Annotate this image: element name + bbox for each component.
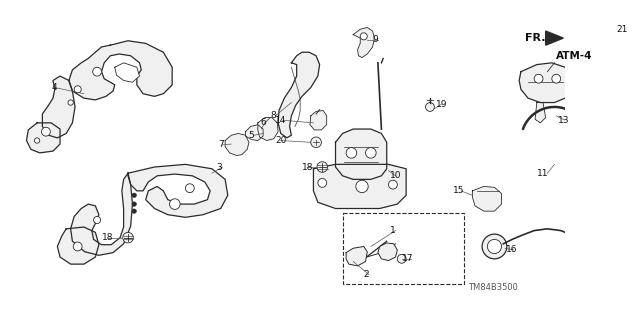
Circle shape [360,33,367,40]
Text: 18: 18 [301,162,313,172]
Polygon shape [225,133,249,156]
Circle shape [356,180,368,193]
Text: 13: 13 [557,116,569,125]
Polygon shape [278,52,319,138]
Text: 8: 8 [271,111,276,120]
Polygon shape [346,247,367,266]
Circle shape [186,184,195,193]
Polygon shape [69,41,172,100]
Circle shape [609,30,618,39]
Polygon shape [128,164,228,217]
Polygon shape [378,243,397,261]
Polygon shape [535,102,546,123]
Polygon shape [310,110,326,130]
Circle shape [93,217,100,224]
Text: 20: 20 [275,136,287,145]
Polygon shape [26,123,60,153]
Text: TM84B3500: TM84B3500 [468,284,518,293]
Circle shape [365,148,376,158]
Polygon shape [246,125,263,140]
Text: 3: 3 [216,162,222,172]
Circle shape [397,255,406,263]
Polygon shape [472,186,502,211]
Text: ATM-4: ATM-4 [556,51,593,61]
Text: FR.: FR. [525,33,546,43]
Text: 10: 10 [390,171,401,180]
Polygon shape [58,227,99,264]
Circle shape [482,234,507,259]
Circle shape [123,232,133,243]
Polygon shape [70,173,132,255]
Polygon shape [258,118,278,140]
Text: 1: 1 [390,226,396,235]
Polygon shape [546,31,563,45]
Circle shape [132,209,136,213]
Text: 2: 2 [364,270,369,279]
Polygon shape [335,129,387,179]
Text: 21: 21 [617,25,628,34]
Circle shape [170,199,180,209]
Text: 15: 15 [453,186,465,195]
Circle shape [74,242,82,251]
Circle shape [68,100,74,105]
Polygon shape [314,164,406,209]
Circle shape [311,137,321,148]
Polygon shape [42,76,75,138]
Circle shape [93,67,102,76]
Circle shape [35,138,40,143]
Circle shape [317,162,328,172]
Bar [342,213,465,284]
Circle shape [318,179,326,187]
Text: 11: 11 [537,169,548,178]
Polygon shape [353,27,374,57]
Text: 19: 19 [436,100,447,109]
Text: 6: 6 [260,118,266,127]
Text: 7: 7 [218,140,223,149]
Circle shape [488,239,502,254]
Text: 9: 9 [372,35,378,44]
Text: 4: 4 [52,83,58,92]
Circle shape [534,74,543,83]
Polygon shape [115,63,140,82]
Text: 5: 5 [249,131,255,140]
Circle shape [132,193,136,197]
Text: 14: 14 [275,116,287,125]
Circle shape [388,180,397,189]
Circle shape [74,86,81,93]
Text: 16: 16 [506,246,518,255]
Circle shape [609,26,619,36]
Circle shape [346,148,356,158]
Circle shape [132,202,136,206]
Text: 17: 17 [402,254,413,263]
Circle shape [426,102,435,111]
Text: 18: 18 [102,233,113,242]
Polygon shape [519,63,572,102]
Circle shape [552,74,561,83]
Circle shape [42,127,51,136]
